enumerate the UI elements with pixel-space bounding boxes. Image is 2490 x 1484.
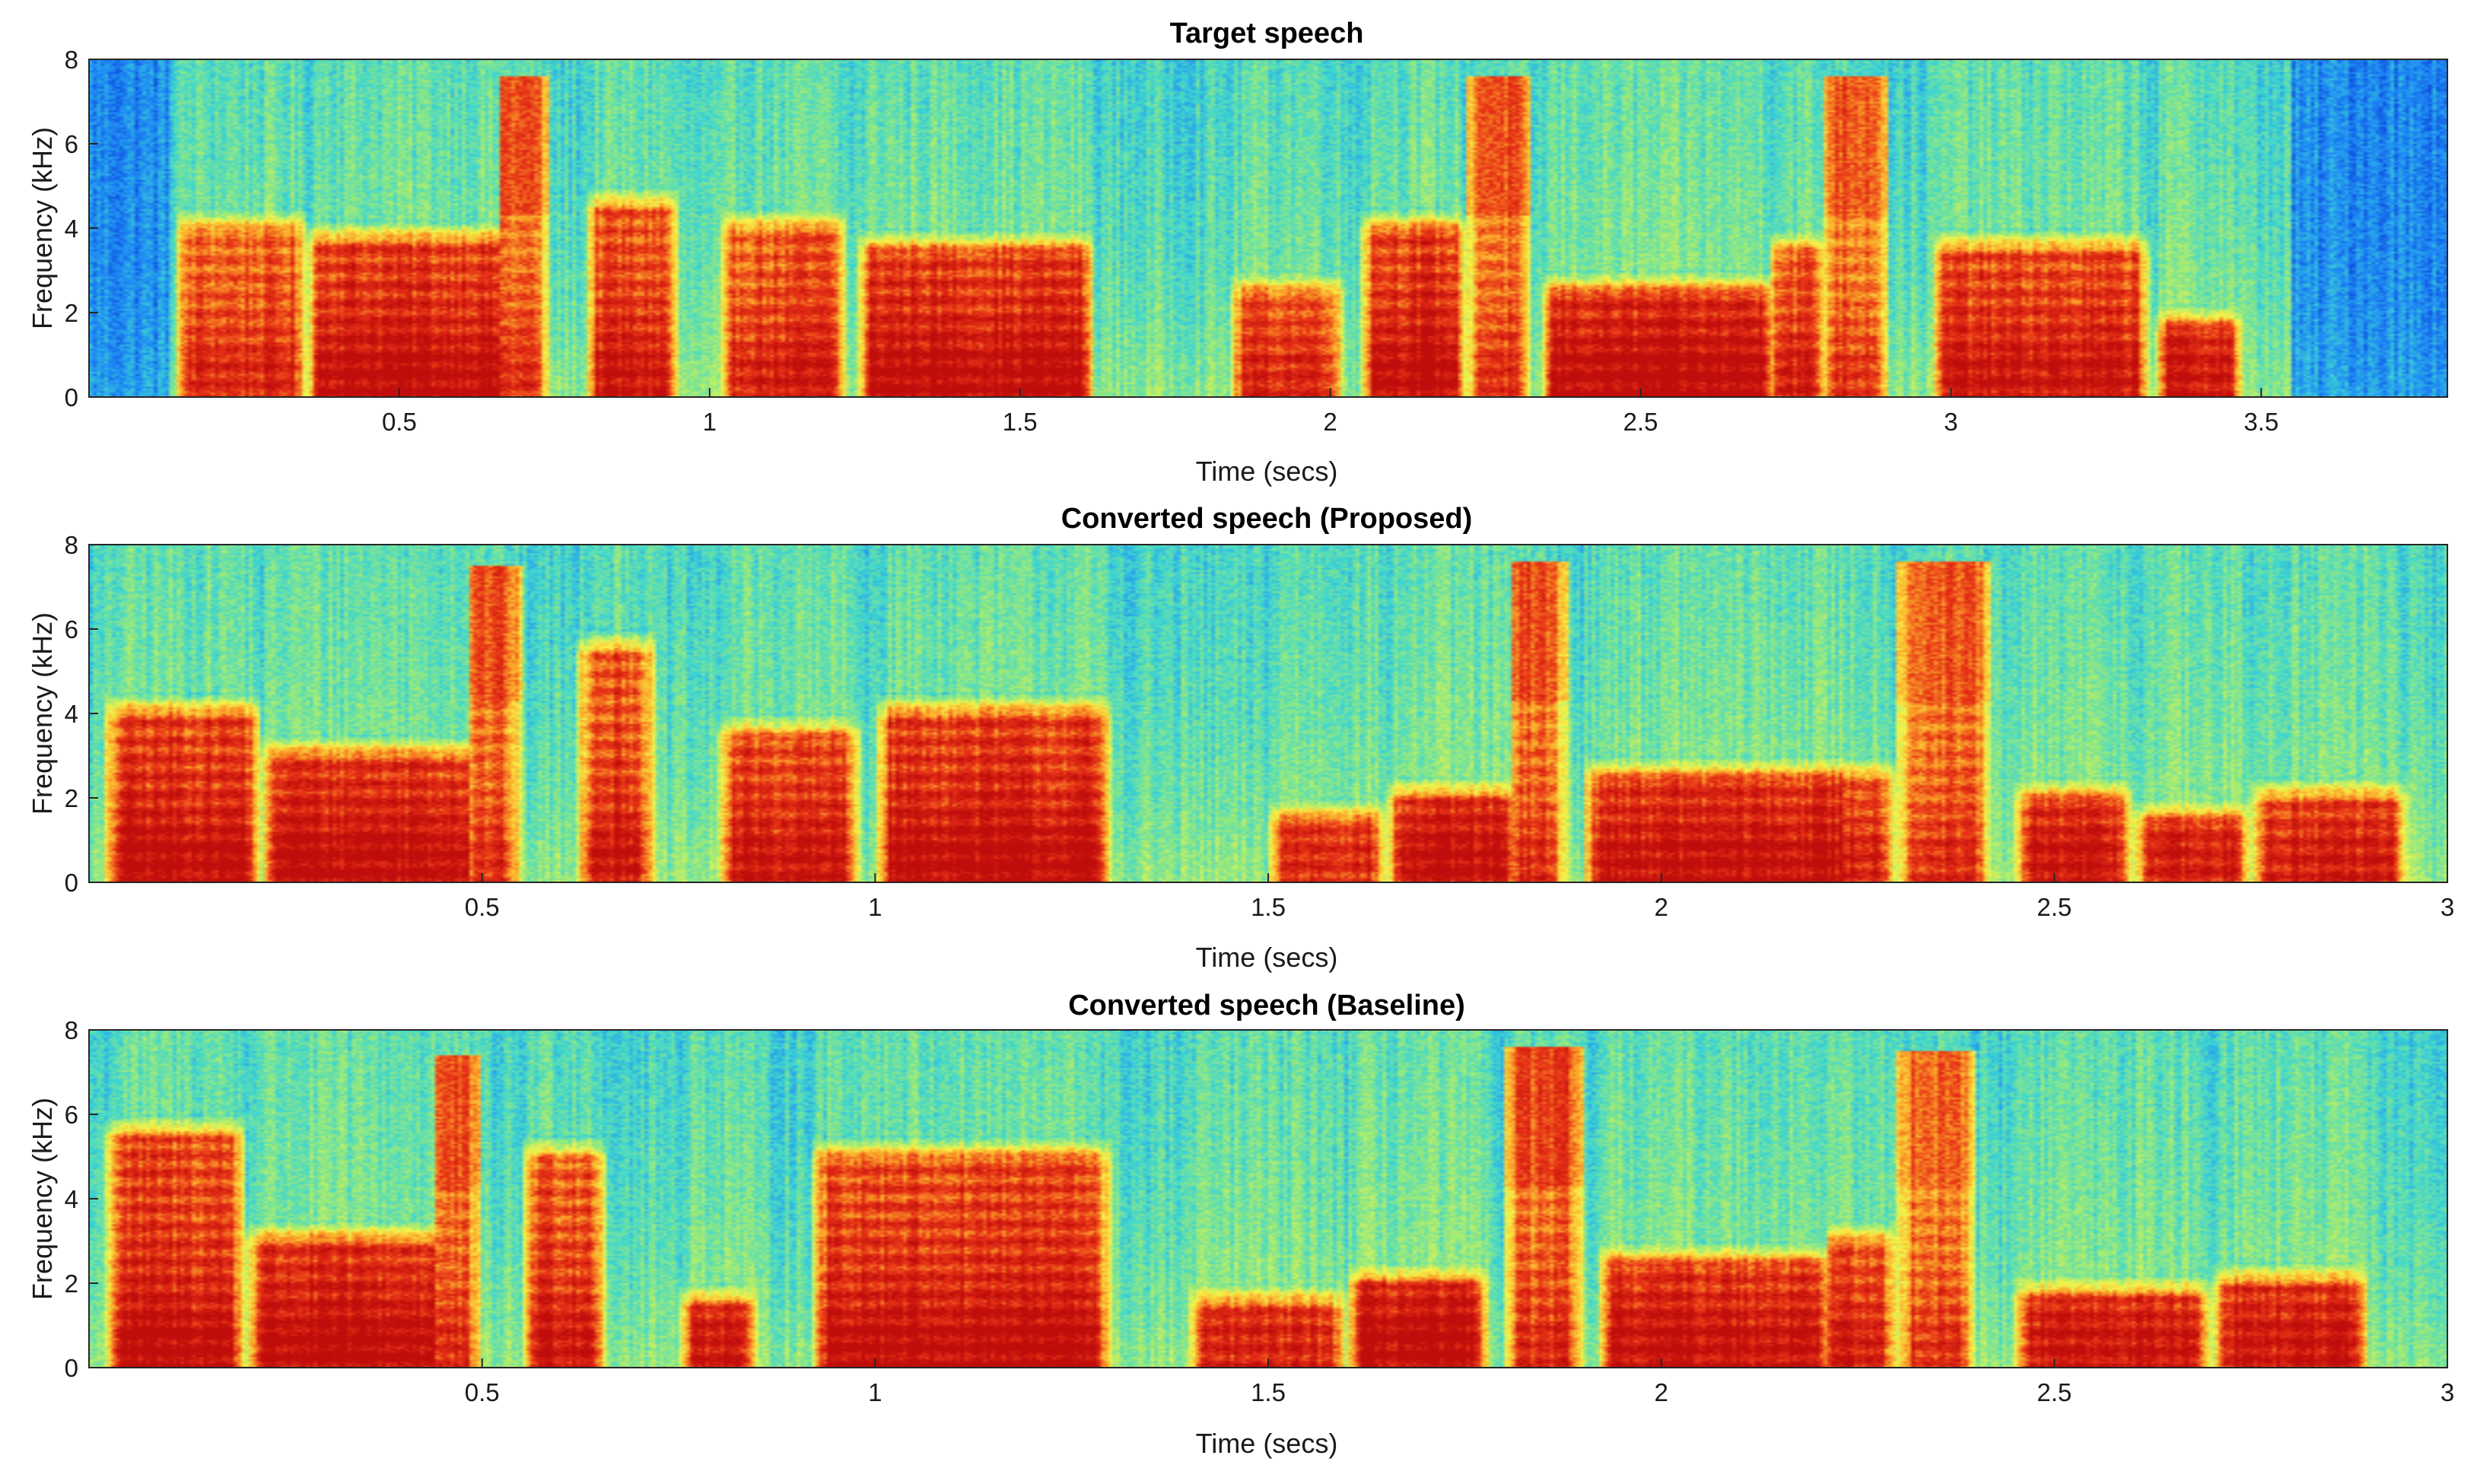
x-tick-label: 0.5 <box>465 1378 500 1406</box>
spectrogram-heatmap <box>89 1030 2447 1368</box>
x-ticks: 0.5 1 1.5 2 2.5 3 3.5 <box>382 388 2279 436</box>
x-axis-label: Time (secs) <box>1196 1428 1338 1459</box>
y-ticks: 0 2 4 6 8 <box>65 1016 98 1382</box>
x-tick-label: 0.5 <box>382 408 417 436</box>
y-ticks: 0 2 4 6 8 <box>65 46 98 412</box>
x-tick-label: 3 <box>2441 1378 2454 1406</box>
x-tick-label: 1 <box>868 1378 882 1406</box>
y-tick-label: 2 <box>65 784 78 812</box>
panel-title: Converted speech (Baseline) <box>1068 990 1465 1022</box>
x-tick-label: 2 <box>1654 1378 1668 1406</box>
x-tick-label: 2.5 <box>2037 1378 2072 1406</box>
x-tick-label: 2 <box>1654 893 1668 921</box>
x-tick-label: 1.5 <box>1251 893 1286 921</box>
y-tick-label: 8 <box>65 46 78 74</box>
y-tick-label: 4 <box>65 214 78 243</box>
x-axis-label: Time (secs) <box>1196 456 1338 487</box>
spectrogram-heatmap <box>89 59 2447 397</box>
y-tick-label: 8 <box>65 1016 78 1044</box>
x-tick-label: 1 <box>703 408 717 436</box>
y-tick-label: 0 <box>65 1354 78 1382</box>
x-ticks: 0.5 1 1.5 2 2.5 3 <box>465 1358 2454 1406</box>
y-axis-label: Frequency (kHz) <box>27 612 58 815</box>
x-tick-label: 2.5 <box>2037 893 2072 921</box>
x-ticks: 0.5 1 1.5 2 2.5 3 <box>465 873 2454 921</box>
x-tick-label: 2 <box>1323 408 1337 436</box>
x-tick-label: 3 <box>1944 408 1957 436</box>
y-tick-label: 2 <box>65 299 78 327</box>
y-tick-label: 0 <box>65 383 78 412</box>
y-axis-label: Frequency (kHz) <box>27 127 58 329</box>
spectrogram-heatmap <box>89 545 2447 882</box>
y-axis-label: Frequency (kHz) <box>27 1098 58 1300</box>
x-tick-label: 3 <box>2441 893 2454 921</box>
panel-title: Target speech <box>1170 17 1364 49</box>
panel-baseline: Converted speech (Baseline) 0 2 4 6 8 0.5 1 1.… <box>27 990 2454 1459</box>
y-tick-label: 2 <box>65 1270 78 1298</box>
panel-title: Converted speech (Proposed) <box>1061 503 1473 535</box>
x-axis-label: Time (secs) <box>1196 942 1338 973</box>
y-tick-label: 0 <box>65 869 78 897</box>
y-tick-label: 6 <box>65 130 78 158</box>
x-tick-label: 3.5 <box>2244 408 2279 436</box>
x-tick-label: 2.5 <box>1623 408 1658 436</box>
y-tick-label: 6 <box>65 615 78 643</box>
x-tick-label: 1.5 <box>1003 408 1038 436</box>
x-tick-label: 1 <box>868 893 882 921</box>
y-tick-label: 4 <box>65 700 78 728</box>
y-tick-label: 4 <box>65 1185 78 1213</box>
y-ticks: 0 2 4 6 8 <box>65 531 98 897</box>
panel-target: Target speech 0 2 4 6 8 0.5 1 1.5 2 2.5 3 3.5 Time… <box>27 17 2448 487</box>
y-tick-label: 6 <box>65 1101 78 1129</box>
x-tick-label: 1.5 <box>1251 1378 1286 1406</box>
panel-proposed: Converted speech (Proposed) 0 2 4 6 8 0.5 1 1.… <box>27 503 2454 973</box>
y-tick-label: 8 <box>65 531 78 559</box>
x-tick-label: 0.5 <box>465 893 500 921</box>
